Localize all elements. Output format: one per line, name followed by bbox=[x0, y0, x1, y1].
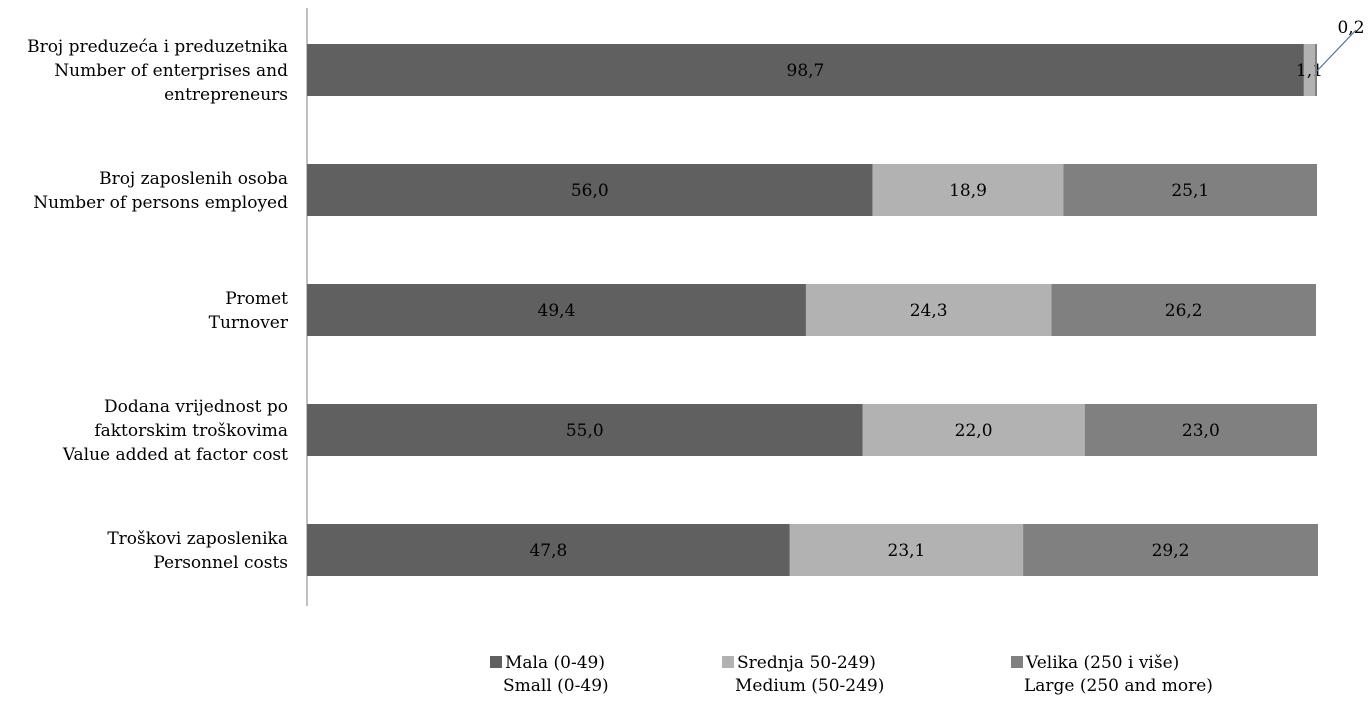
bar-segment bbox=[1051, 284, 1316, 336]
legend-label: Srednja 50-249) Medium (50-249) bbox=[735, 653, 884, 696]
bar-segment bbox=[1314, 44, 1317, 96]
bar-segment bbox=[307, 164, 873, 216]
bar-segment bbox=[789, 524, 1024, 576]
data-label: 26,2 bbox=[1165, 301, 1203, 321]
data-label: 18,9 bbox=[949, 181, 987, 201]
legend-swatch bbox=[490, 656, 502, 668]
data-label: 23,1 bbox=[888, 541, 926, 561]
bar-segment bbox=[1303, 44, 1315, 96]
legend-label: Mala (0-49) Small (0-49) bbox=[503, 653, 609, 696]
data-label: 49,4 bbox=[538, 301, 576, 321]
category-label-line: Broj preduzeća i preduzetnika bbox=[27, 37, 288, 57]
bar-segment bbox=[805, 284, 1052, 336]
data-label: 24,3 bbox=[910, 301, 948, 321]
bar-segment bbox=[872, 164, 1064, 216]
category-label: Promet Turnover bbox=[209, 289, 289, 333]
data-label: 29,2 bbox=[1152, 541, 1190, 561]
data-label: 55,0 bbox=[566, 421, 604, 441]
category-label: Dodana vrijednost po faktorskim troškovim… bbox=[62, 397, 288, 465]
data-label-leader-line bbox=[1315, 29, 1357, 73]
legend-label-line: Srednja 50-249) bbox=[737, 653, 876, 673]
category-label-line: faktorskim troškovima bbox=[94, 421, 288, 441]
bar-segment bbox=[307, 524, 790, 576]
category-label-line: entrepreneurs bbox=[164, 85, 288, 105]
category-label-line: Personnel costs bbox=[153, 553, 288, 573]
data-label: 23,0 bbox=[1182, 421, 1220, 441]
category-label: Broj zaposlenih osoba Number of persons e… bbox=[33, 169, 288, 213]
plot-area: 98,7 1,1 0,2 56,0 18,9 25,1 49,4 24,3 26,2 55,0 22… bbox=[306, 8, 1365, 606]
legend-swatch bbox=[722, 656, 734, 668]
legend-label-line: Small (0-49) bbox=[503, 676, 609, 696]
data-label: 56,0 bbox=[571, 181, 609, 201]
data-label: 1,1 bbox=[1296, 61, 1323, 81]
data-label: 98,7 bbox=[787, 61, 825, 81]
bar-segment bbox=[1023, 524, 1319, 576]
data-label: 25,1 bbox=[1171, 181, 1209, 201]
data-label: 22,0 bbox=[955, 421, 993, 441]
category-label-line: Value added at factor cost bbox=[62, 445, 288, 465]
legend: Mala (0-49) Small (0-49) Srednja 50-249) Me… bbox=[490, 653, 1213, 696]
category-label-line: Number of enterprises and bbox=[54, 61, 288, 81]
bar-segment bbox=[862, 404, 1085, 456]
category-label-line: Turnover bbox=[209, 313, 289, 333]
category-label: Broj preduzeća i preduzetnika Number of e… bbox=[27, 37, 288, 105]
bar-segment bbox=[1084, 404, 1317, 456]
category-label-line: Promet bbox=[225, 289, 288, 309]
legend-label-line: Large (250 and more) bbox=[1024, 676, 1213, 696]
category-label: Troškovi zaposlenika Personnel costs bbox=[107, 529, 288, 573]
category-label-line: Dodana vrijednost po bbox=[104, 397, 288, 417]
data-label: 0,2 bbox=[1337, 18, 1364, 38]
category-labels: Broj preduzeća i preduzetnika Number of e… bbox=[27, 37, 289, 573]
legend-label-line: Medium (50-249) bbox=[735, 676, 884, 696]
category-label-line: Number of persons employed bbox=[33, 193, 288, 213]
bar-segment bbox=[307, 44, 1304, 96]
bar-segment bbox=[307, 404, 863, 456]
data-label: 47,8 bbox=[529, 541, 567, 561]
legend-label: Velika (250 i više) Large (250 and more) bbox=[1024, 653, 1213, 696]
bar-segment bbox=[1063, 164, 1317, 216]
legend-swatch bbox=[1011, 656, 1023, 668]
bar-segment bbox=[307, 284, 806, 336]
category-label-line: Broj zaposlenih osoba bbox=[99, 169, 288, 189]
legend-label-line: Velika (250 i više) bbox=[1025, 653, 1179, 673]
category-label-line: Troškovi zaposlenika bbox=[107, 529, 288, 549]
legend-label-line: Mala (0-49) bbox=[505, 653, 605, 673]
